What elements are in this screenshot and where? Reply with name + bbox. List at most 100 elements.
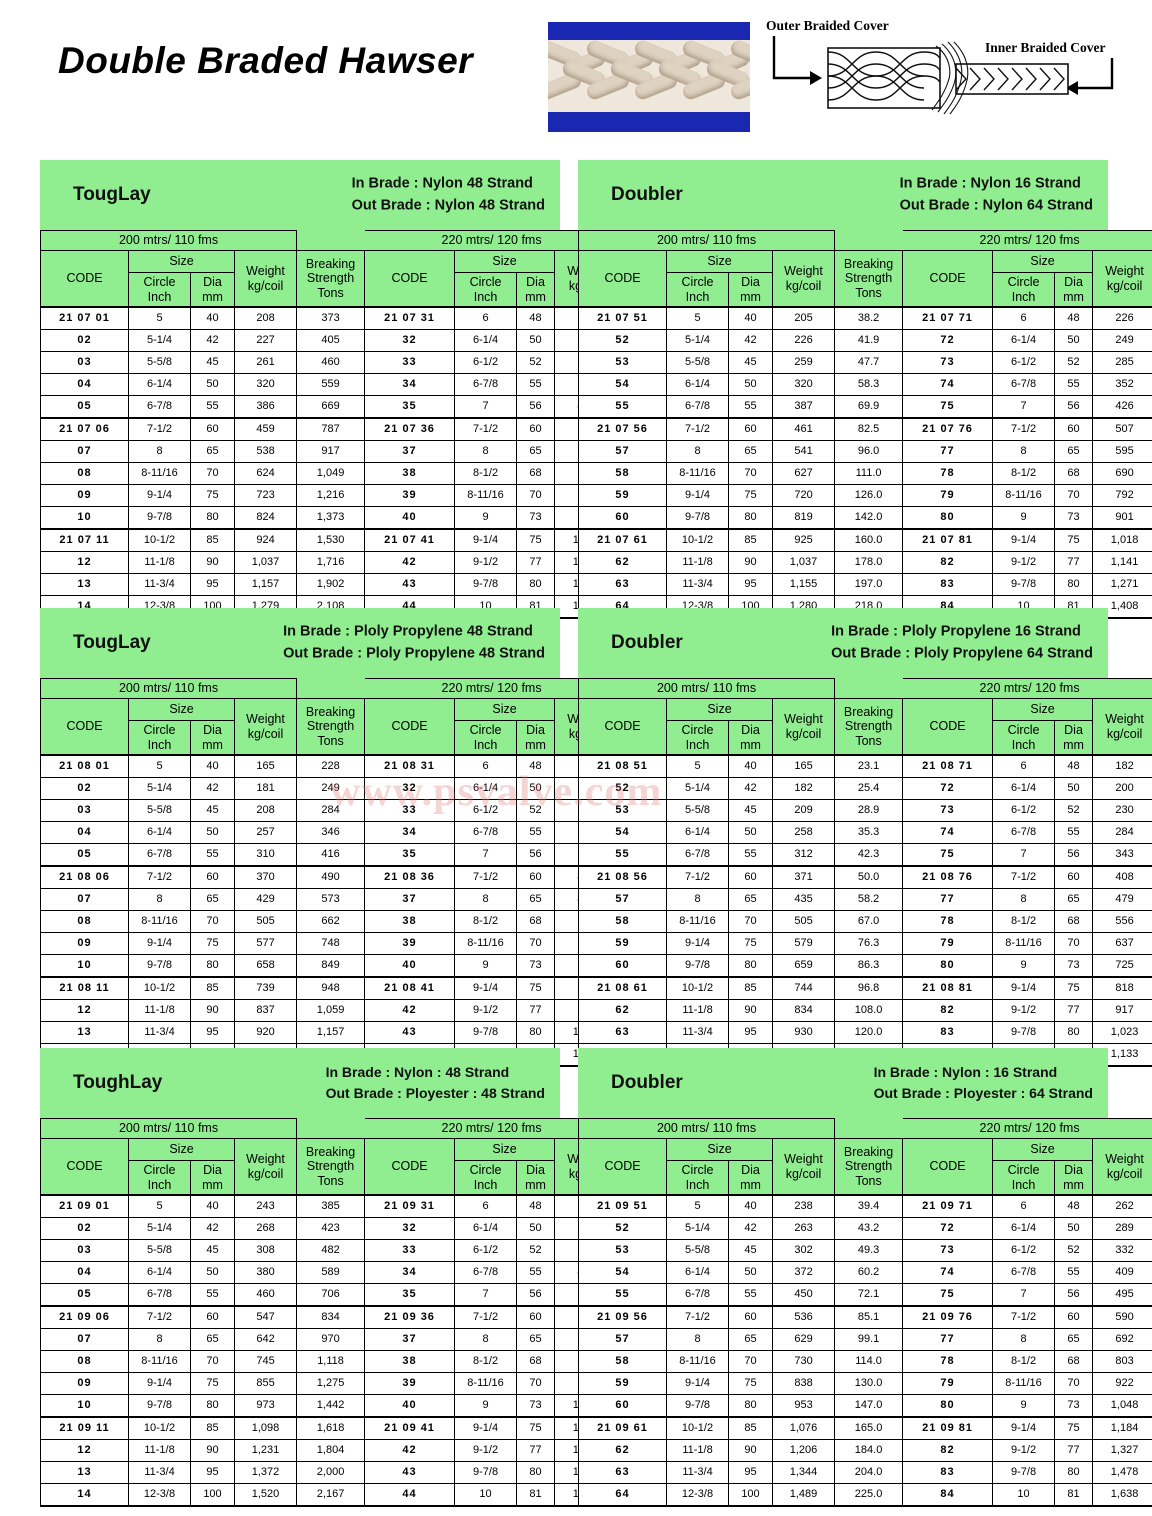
table-row[interactable]: 21 07 51 5 40 205 38.2 21 07 71 6 48 226 [578,306,1152,330]
table-row[interactable]: 55 6-7/8 55 387 69.9 75 7 56 426 [578,395,1152,419]
cell-code-left[interactable]: 63 [578,1461,667,1484]
cell-code-right[interactable]: 82 [902,551,994,574]
cell-code-left[interactable]: 62 [578,1439,667,1462]
cell-code-left[interactable]: 13 [40,1461,129,1484]
cell-code-left[interactable]: 57 [578,440,667,463]
table-row[interactable]: 0786553891737865592 [40,440,620,463]
table-row[interactable]: 57 8 65 435 58.2 77 8 65 479 [578,888,1152,911]
table-row[interactable]: 21 09 56 7-1/2 60 536 85.1 21 09 76 7-1/2 60 590 [578,1305,1152,1329]
cell-code-right[interactable]: 38 [364,910,456,933]
cell-code-right[interactable]: 33 [364,1239,456,1262]
cell-code-left[interactable]: 04 [40,821,129,844]
cell-code-left[interactable]: 21 07 01 [40,306,129,330]
cell-code-left[interactable]: 62 [578,999,667,1022]
cell-code-left[interactable]: 10 [40,506,129,530]
table-row[interactable]: 55 6-7/8 55 450 72.1 75 7 56 495 [578,1283,1152,1307]
cell-code-right[interactable]: 80 [902,1394,994,1418]
cell-code-left[interactable]: 02 [40,1217,129,1240]
table-row[interactable]: 59 9-1/4 75 579 76.3 79 8-11/16 70 637 [578,932,1152,955]
cell-code-left[interactable]: 21 09 51 [578,1194,667,1218]
table-row[interactable]: 54 6-1/4 50 258 35.3 74 6-7/8 55 284 [578,821,1152,844]
cell-code-left[interactable]: 58 [578,910,667,933]
table-row[interactable]: 55 6-7/8 55 312 42.3 75 7 56 343 [578,843,1152,867]
cell-code-left[interactable]: 21 08 61 [578,976,667,1000]
cell-code-right[interactable]: 38 [364,462,456,485]
cell-code-right[interactable]: 72 [902,777,994,800]
table-row[interactable]: 21 08 61 10-1/2 85 744 96.8 21 08 81 9-1/4 75 818 [578,976,1152,1000]
table-row[interactable]: 60 9-7/8 80 953 147.0 80 9 73 1,048 [578,1394,1152,1418]
table-row[interactable]: 58 8-11/16 70 627 111.0 78 8-1/2 68 690 [578,462,1152,485]
cell-code-right[interactable]: 84 [902,1483,994,1507]
table-row[interactable]: 59 9-1/4 75 720 126.0 79 8-11/16 70 792 [578,484,1152,507]
table-row[interactable]: 21 08 56 7-1/2 60 371 50.0 21 08 76 7-1/2 60 408 [578,865,1152,889]
cell-code-right[interactable]: 43 [364,573,456,596]
table-row[interactable]: 58 8-11/16 70 505 67.0 78 8-1/2 68 556 [578,910,1152,933]
cell-code-right[interactable]: 21 09 36 [364,1305,456,1329]
cell-code-right[interactable]: 21 07 36 [364,417,456,441]
cell-code-right[interactable]: 77 [902,440,994,463]
cell-code-left[interactable]: 12 [40,999,129,1022]
cell-code-left[interactable]: 52 [578,777,667,800]
cell-code-right[interactable]: 80 [902,954,994,978]
cell-code-left[interactable]: 13 [40,573,129,596]
table-row[interactable]: 056-7/85538666935756425 [40,395,620,419]
cell-code-left[interactable]: 05 [40,843,129,867]
cell-code-left[interactable]: 07 [40,440,129,463]
cell-code-left[interactable]: 57 [578,888,667,911]
cell-code-right[interactable]: 75 [902,843,994,867]
cell-code-right[interactable]: 82 [902,999,994,1022]
cell-code-right[interactable]: 35 [364,1283,456,1307]
cell-code-right[interactable]: 77 [902,1328,994,1351]
cell-code-right[interactable]: 78 [902,462,994,485]
cell-code-left[interactable]: 21 09 56 [578,1305,667,1329]
cell-code-left[interactable]: 60 [578,1394,667,1418]
cell-code-right[interactable]: 33 [364,799,456,822]
cell-code-right[interactable]: 74 [902,1261,994,1284]
cell-code-left[interactable]: 21 09 06 [40,1305,129,1329]
cell-code-left[interactable]: 21 07 51 [578,306,667,330]
cell-code-right[interactable]: 80 [902,506,994,530]
cell-code-right[interactable]: 74 [902,373,994,396]
table-row[interactable]: 21 07 61 10-1/2 85 925 160.0 21 07 81 9-1/4 75 1,0… [578,528,1152,552]
cell-code-right[interactable]: 79 [902,1372,994,1395]
cell-code-right[interactable]: 42 [364,999,456,1022]
cell-code-left[interactable]: 05 [40,395,129,419]
cell-code-right[interactable]: 40 [364,506,456,530]
cell-code-right[interactable]: 73 [902,351,994,374]
cell-code-left[interactable]: 21 08 01 [40,754,129,778]
cell-code-right[interactable]: 74 [902,821,994,844]
cell-code-right[interactable]: 44 [364,1483,456,1507]
cell-code-left[interactable]: 10 [40,1394,129,1418]
table-row[interactable]: 63 11-3/4 95 1,344 204.0 83 9-7/8 80 1,478 [578,1461,1152,1484]
cell-code-right[interactable]: 21 09 81 [902,1416,994,1440]
cell-code-right[interactable]: 35 [364,843,456,867]
cell-code-left[interactable]: 58 [578,1350,667,1373]
cell-code-left[interactable]: 02 [40,329,129,352]
cell-code-left[interactable]: 21 08 56 [578,865,667,889]
cell-code-left[interactable]: 05 [40,1283,129,1307]
cell-code-left[interactable]: 07 [40,1328,129,1351]
cell-code-right[interactable]: 43 [364,1021,456,1044]
table-row[interactable]: 0786542957337865472 [40,888,620,911]
cell-code-right[interactable]: 35 [364,395,456,419]
cell-code-left[interactable]: 59 [578,484,667,507]
cell-code-left[interactable]: 55 [578,843,667,867]
cell-code-left[interactable]: 12 [40,1439,129,1462]
table-row[interactable]: 52 5-1/4 42 263 43.2 72 6-1/4 50 289 [578,1217,1152,1240]
